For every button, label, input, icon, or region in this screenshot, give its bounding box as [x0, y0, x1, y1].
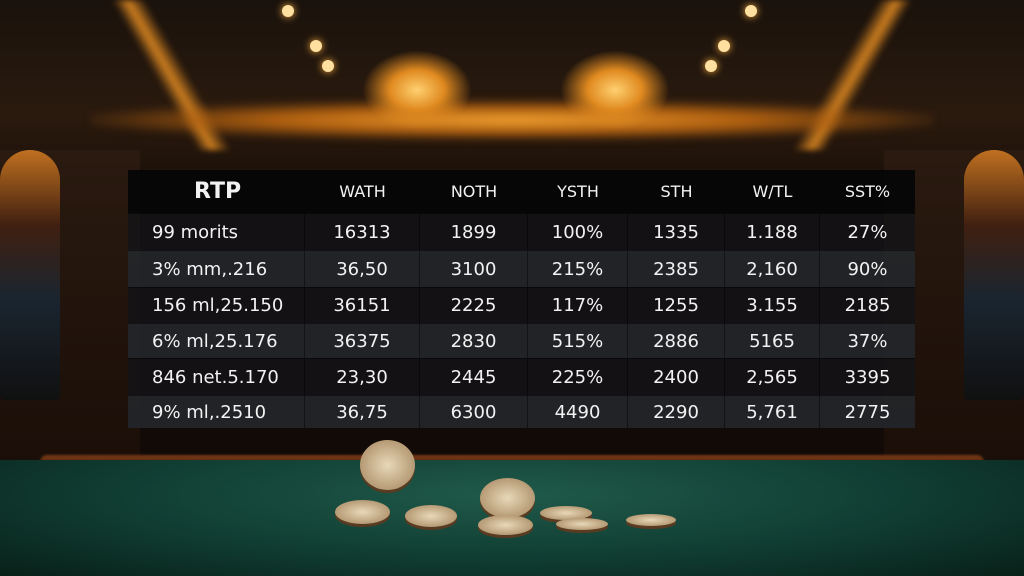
chip-stack: [405, 505, 457, 527]
table-cell: 2,160: [725, 251, 820, 287]
chip-stack: [478, 515, 533, 535]
table-cell: 3395: [844, 366, 891, 388]
slot-machine-right: [964, 150, 1024, 400]
chip: [556, 518, 608, 530]
ceiling-lamp: [705, 60, 717, 72]
ceiling-lamp: [322, 60, 334, 72]
header-cell: SST%: [844, 182, 891, 201]
table-cell: 2400: [628, 359, 725, 395]
table-cell: 3.155: [725, 288, 820, 323]
table-cell: 4490: [528, 396, 628, 428]
table-cell: 2225: [420, 288, 528, 323]
slot-machine-left: [0, 150, 60, 400]
ceiling-lamp: [310, 40, 322, 52]
header-cell: RTP: [194, 179, 242, 204]
table-row: 3% mm,.216 36,50 3100 215% 2385 2,160 90%: [128, 250, 915, 287]
chandelier-left: [362, 50, 472, 130]
table-cell: 2445: [420, 359, 528, 395]
table-cell: 2775: [844, 401, 891, 423]
table-cell: 3100: [420, 251, 528, 287]
ceiling-lamp: [745, 5, 757, 17]
table-cell: 2290: [628, 396, 725, 428]
header-cell: STH: [660, 182, 693, 201]
chip: [540, 506, 592, 520]
table-cell: 36,50: [305, 251, 420, 287]
table-cell: 5,761: [725, 396, 820, 428]
table-header: RTP WATH NOTH YSTH STH W/TL SST%: [128, 170, 915, 213]
chip-stack: [360, 440, 415, 490]
table-cell: 5165: [725, 324, 820, 358]
header-cell: NOTH: [450, 182, 498, 201]
table-cell: 6% ml,25.176: [128, 324, 305, 358]
ceiling-lamp: [282, 5, 294, 17]
table-cell: 156 ml,25.150: [128, 288, 305, 323]
table-cell: 1899: [420, 214, 528, 250]
table-cell: 2185: [844, 295, 891, 316]
table-cell: 2385: [628, 251, 725, 287]
chip: [626, 514, 676, 526]
table-cell: 2,565: [725, 359, 820, 395]
table-cell: 27%: [847, 221, 888, 243]
table-cell: 117%: [528, 288, 628, 323]
table-cell: 1255: [628, 288, 725, 323]
table-cell: 9% ml,.2510: [128, 396, 305, 428]
table-row: 156 ml,25.150 36151 2225 117% 1255 3.155 2185: [128, 287, 915, 323]
header-cell: YSTH: [557, 182, 599, 201]
table-cell: 2886: [628, 324, 725, 358]
table-cell: 36151: [305, 288, 420, 323]
table-cell: 37%: [847, 330, 888, 352]
table-row: 846 net.5.170 23,30 2445 225% 2400 2,565 3395: [128, 358, 915, 395]
table-cell: 36375: [305, 324, 420, 358]
chandelier-right: [560, 50, 670, 130]
ceiling-lamp: [718, 40, 730, 52]
rtp-table: RTP WATH NOTH YSTH STH W/TL SST% 99 mori…: [128, 170, 915, 428]
table-cell: 16313: [305, 214, 420, 250]
header-cell: WATH: [339, 182, 386, 201]
table-cell: 36,75: [305, 396, 420, 428]
table-cell: 3% mm,.216: [128, 251, 305, 287]
chip-stack: [335, 500, 390, 524]
chip-stack: [480, 478, 535, 518]
table-cell: 23,30: [305, 359, 420, 395]
table-row: 9% ml,.2510 36,75 6300 4490 2290 5,761 2775: [128, 395, 915, 428]
table-cell: 1335: [628, 214, 725, 250]
table-cell: 90%: [847, 258, 888, 280]
table-cell: 515%: [528, 324, 628, 358]
ceiling-glow: [90, 100, 934, 140]
header-cell: W/TL: [752, 182, 793, 201]
table-row: 99 morits 16313 1899 100% 1335 1.188 27%: [128, 213, 915, 250]
table-cell: 100%: [528, 214, 628, 250]
table-row: 6% ml,25.176 36375 2830 515% 2886 5165 37%: [128, 323, 915, 358]
table-cell: 99 morits: [128, 214, 305, 250]
table-cell: 225%: [528, 359, 628, 395]
table-cell: 215%: [528, 251, 628, 287]
table-cell: 1.188: [725, 214, 820, 250]
table-cell: 2830: [420, 324, 528, 358]
table-cell: 846 net.5.170: [128, 359, 305, 395]
table-cell: 6300: [420, 396, 528, 428]
